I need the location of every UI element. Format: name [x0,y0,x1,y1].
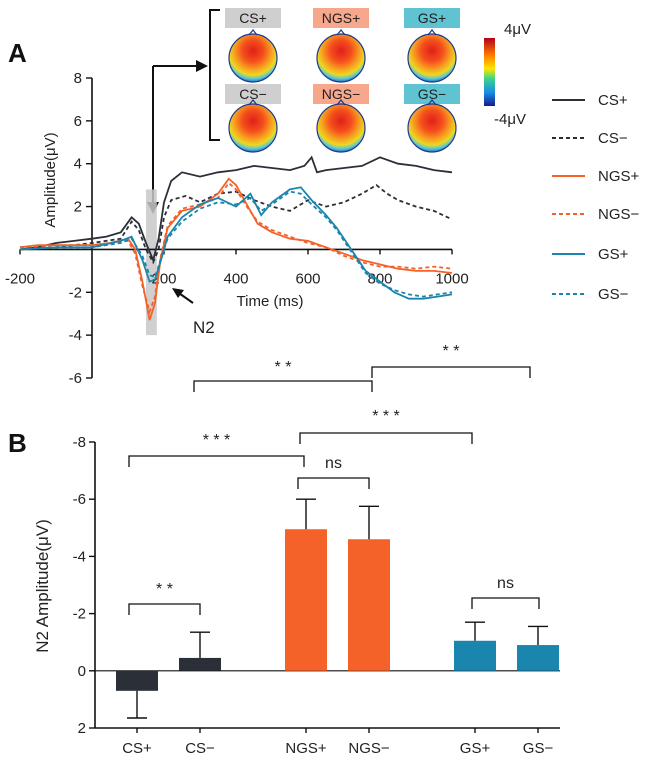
topomap-label: GS+ [418,10,446,26]
bar-y-tick-label: -2 [73,606,86,623]
bar [454,640,496,671]
significance-label: * * * [203,432,231,449]
significance-bracket [128,603,201,615]
legend-label: NGS+ [598,168,640,185]
erp-series-line [19,155,453,263]
significance-label: * * [443,343,460,360]
bar-category-label: NGS+ [285,740,327,757]
panel-b-label: B [8,428,27,458]
erp-y-tick-label: 6 [74,113,82,130]
topomap-nose-icon [248,99,258,106]
topomap-tag [225,8,281,28]
erp-y-tick-label: 2 [74,199,82,216]
colorbar-min-label: -4μV [494,111,526,128]
bar-category-label: CS+ [122,740,152,757]
n2-annotation: N2 [193,318,215,337]
bar [285,529,327,671]
topomap-label: GS− [418,86,446,102]
topomap-nose-icon [336,29,346,36]
significance-bracket [371,366,531,378]
topomap-tag [313,84,369,104]
erp-y-tick-label: -2 [69,284,82,301]
colorbar-max-label: 4μV [504,21,531,38]
legend-label: CS+ [598,92,628,109]
erp-y-tick-label: -6 [69,370,82,387]
erp-y-tick-label: 8 [74,70,82,87]
bar-y-tick-label: 2 [78,720,86,737]
topomap-nose-icon [248,29,258,36]
topomap-tag [313,8,369,28]
erp-x-tick-label: 400 [223,270,248,287]
erp-x-tick-label: 600 [295,270,320,287]
topomap-tag [225,84,281,104]
colorbar [484,38,495,106]
topomap-nose-icon [427,29,437,36]
topomap-nose-icon [336,99,346,106]
bar [517,645,559,671]
topomap-label: CS+ [239,10,267,26]
erp-y-tick-label: -4 [69,327,82,344]
bar [348,539,390,671]
arrow-head-right-icon [196,60,208,72]
topomap-label: NGS+ [322,10,361,26]
erp-series-line [19,190,453,298]
erp-x-tick-label: -200 [5,270,35,287]
topomap-tag [404,8,460,28]
topomap-label: CS− [239,86,267,102]
significance-label: ns [325,455,342,472]
bar-y-tick-label: -8 [73,434,86,451]
significance-label: * * [156,581,173,598]
erp-series-line [19,186,453,300]
erp-x-axis-label: Time (ms) [237,293,304,310]
n2-highlight-window [146,189,157,336]
erp-x-tick-label: 1000 [435,270,468,287]
legend-label: GS+ [598,246,629,263]
topomap-head [228,103,278,153]
topomap-head [228,33,278,83]
significance-label: ns [497,575,514,592]
significance-bracket [299,432,473,444]
significance-bracket [128,455,305,467]
significance-bracket [471,597,540,609]
panel-a-label: A [8,38,27,68]
topomap-bracket [209,9,220,141]
topomap-label: NGS− [322,86,361,102]
bar-y-tick-label: 0 [78,663,86,680]
erp-y-tick-label: 4 [74,156,82,173]
topomap-head [316,33,366,83]
topomap-tag [404,84,460,104]
n2-bar-chart: -8 -6 -4 -2 0 2 CS+ CS− NGS+ NGS− GS+ GS− * * ns ns * … [33,343,560,757]
significance-bracket [297,477,370,489]
erp-legend: CS+ CS− NGS+ NGS− GS+ GS− [552,92,640,303]
legend-label: NGS− [598,206,640,223]
significance-label: * * [275,359,292,376]
erp-y-axis-label: Amplitude(μV) [42,132,59,227]
legend-label: CS− [598,130,628,147]
bar-category-label: GS+ [460,740,491,757]
topomap-head [407,103,457,153]
legend-label: GS− [598,286,629,303]
topomap-nose-icon [427,99,437,106]
bar-category-label: NGS− [348,740,390,757]
bar [116,670,158,691]
bar-y-tick-label: -4 [73,548,86,565]
topomap-group: CS+ NGS+ GS+ CS− NGS− GS− [225,8,460,153]
bar-category-label: GS− [523,740,554,757]
bar-category-label: CS− [185,740,215,757]
erp-series-line [19,181,453,315]
bar-y-axis-label: N2 Amplitude(μV) [33,519,52,653]
bar-y-tick-label: -6 [73,491,86,508]
erp-x-tick-label: 800 [367,270,392,287]
topomap-head [316,103,366,153]
significance-bracket [193,380,373,392]
topomap-head [407,33,457,83]
erp-series-line [19,184,453,265]
significance-label: * * * [372,408,400,425]
n2-arrow-head-icon [172,288,184,298]
bar [179,657,221,671]
